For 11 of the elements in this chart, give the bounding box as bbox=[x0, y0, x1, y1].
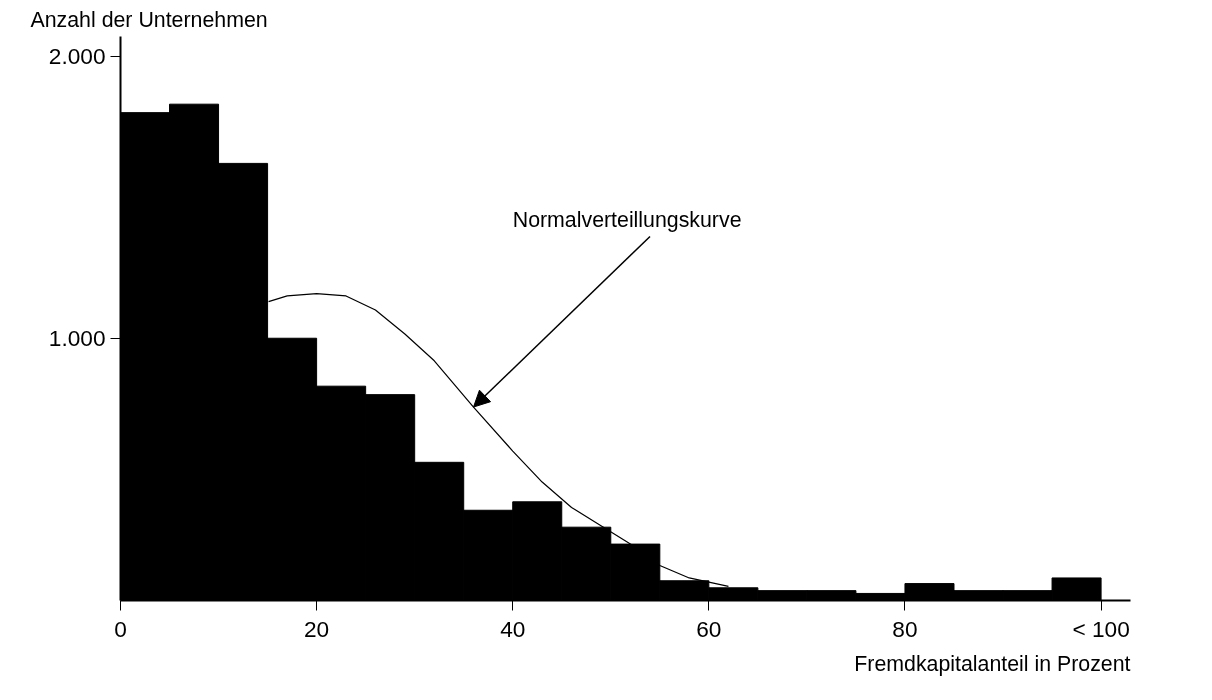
x-tick-label: < 100 bbox=[1072, 615, 1130, 642]
x-tick-label: 80 bbox=[892, 615, 918, 642]
annotation: Normalverteillungskurve bbox=[512, 208, 742, 233]
y-axis-title: Anzahl der Unternehmen bbox=[30, 7, 268, 32]
y-tick-label: 1.000 bbox=[48, 324, 106, 351]
x-tick-label: 40 bbox=[500, 615, 526, 642]
x-tick-label: 20 bbox=[304, 615, 330, 642]
x-axis-title: Fremdkapitalanteil in Prozent bbox=[854, 651, 1131, 676]
y-tick-label: 2.000 bbox=[48, 42, 106, 69]
x-tick-label: 0 bbox=[114, 615, 127, 642]
x-tick-label: 60 bbox=[696, 615, 722, 642]
